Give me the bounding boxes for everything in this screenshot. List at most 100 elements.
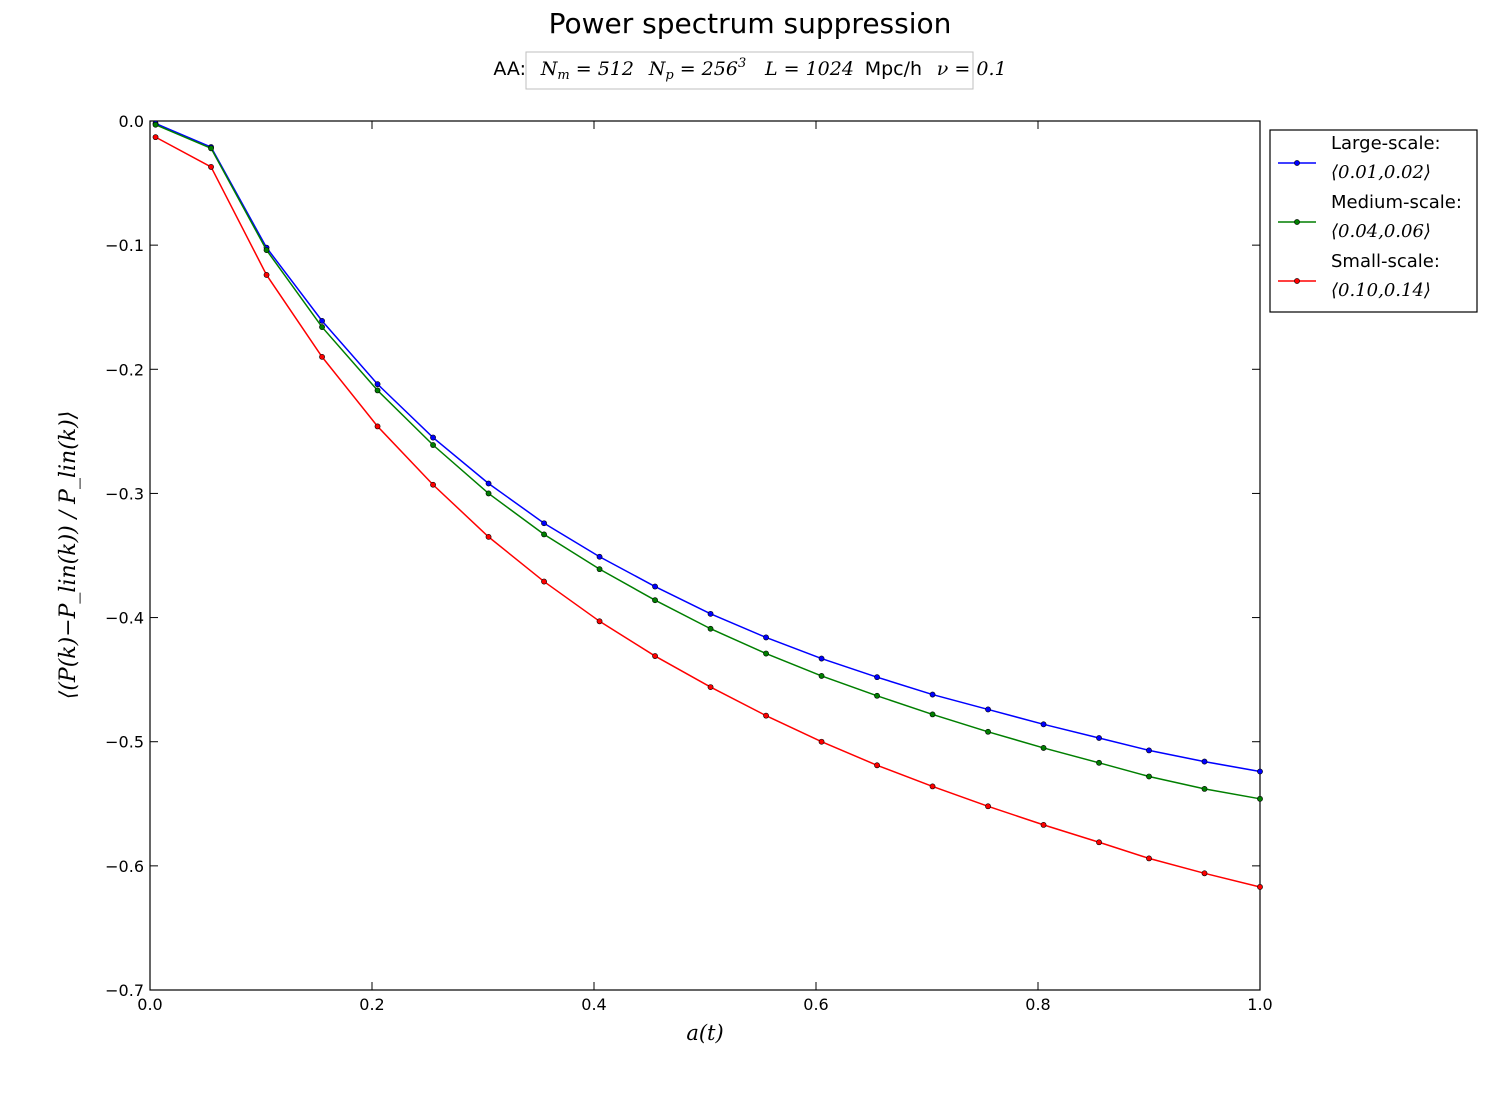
data-point xyxy=(707,625,714,632)
x-tick-label: 0.4 xyxy=(581,995,606,1014)
y-tick-label: −0.6 xyxy=(105,857,144,876)
data-point xyxy=(985,728,991,735)
data-point xyxy=(263,272,270,278)
data-point xyxy=(430,442,436,448)
x-tick-label: 0.0 xyxy=(137,995,162,1014)
legend-range: ⟨0.04,0.06⟩ xyxy=(1331,221,1431,242)
data-point xyxy=(1040,745,1047,751)
data-point xyxy=(929,783,936,790)
data-point xyxy=(319,317,325,324)
data-point xyxy=(1146,747,1152,754)
series-medium-scale xyxy=(152,121,1263,802)
y-tick-label: −0.7 xyxy=(105,981,144,1000)
data-point xyxy=(1201,758,1208,765)
data-point xyxy=(1201,870,1208,877)
data-point xyxy=(985,706,991,713)
subtitle-text: AA: Nm = 512 Np = 2563 L = 1024 Mpc/h ν … xyxy=(493,51,1006,83)
y-tick-label: −0.5 xyxy=(105,733,144,752)
legend-swatch-marker xyxy=(1294,278,1300,284)
data-point xyxy=(541,578,547,585)
series-small-scale xyxy=(152,134,1263,890)
subtitle-nm-value: 512 xyxy=(598,58,634,80)
x-tick-label: 0.6 xyxy=(803,995,828,1014)
data-point xyxy=(1257,795,1263,802)
data-point xyxy=(374,381,381,388)
legend-range: ⟨0.01,0.02⟩ xyxy=(1331,162,1431,183)
legend-item-medium-scale: Medium-scale: ⟨0.04,0.06⟩ xyxy=(1278,192,1462,242)
data-point xyxy=(985,803,991,810)
subtitle-np-exp: 3 xyxy=(738,56,746,71)
data-point xyxy=(652,653,658,659)
y-tick-label: −0.1 xyxy=(105,236,144,255)
data-point xyxy=(874,762,880,769)
data-point xyxy=(485,490,492,497)
subtitle-np-value: 256 xyxy=(701,58,738,80)
data-point xyxy=(263,247,270,254)
legend-swatch-marker xyxy=(1294,160,1300,166)
data-point xyxy=(707,610,714,617)
x-tick-label: 0.2 xyxy=(359,995,384,1014)
axis-ticks: 0.0 0.2 0.4 0.6 0.8 1.0 0.0 −0.1 −0.2 −0.3 −0.4 −0.… xyxy=(105,112,1273,1014)
legend: Large-scale: ⟨0.01,0.02⟩ Medium-scale: ⟨0.0… xyxy=(1269,129,1478,313)
chart-title: Power spectrum suppression xyxy=(549,7,952,40)
plot-frame xyxy=(149,120,1261,991)
legend-item-small-scale: Small-scale: ⟨0.10,0.14⟩ xyxy=(1278,251,1440,301)
data-point xyxy=(374,387,381,394)
data-point xyxy=(652,597,658,604)
data-point xyxy=(1257,884,1263,890)
legend-swatch-marker xyxy=(1294,219,1300,225)
data-point xyxy=(763,650,769,657)
data-point xyxy=(929,711,936,718)
data-point xyxy=(874,674,880,681)
y-tick-label: −0.2 xyxy=(105,360,144,379)
subtitle-l-value: 1024 xyxy=(806,58,854,80)
data-point xyxy=(430,434,436,441)
data-point xyxy=(541,531,547,538)
subtitle-box: AA: Nm = 512 Np = 2563 L = 1024 Mpc/h ν … xyxy=(493,51,1007,90)
legend-range: ⟨0.10,0.14⟩ xyxy=(1331,280,1431,301)
x-tick-label: 1.0 xyxy=(1247,995,1272,1014)
data-point xyxy=(818,655,825,662)
series-line-medium-scale xyxy=(155,124,1261,800)
data-point xyxy=(541,520,547,527)
x-axis-label: a(t) xyxy=(686,1021,723,1045)
legend-item-large-scale: Large-scale: ⟨0.01,0.02⟩ xyxy=(1278,133,1441,183)
data-point xyxy=(874,692,880,699)
data-point xyxy=(1146,773,1152,780)
data-point xyxy=(1040,721,1047,728)
data-point xyxy=(430,481,436,488)
data-point xyxy=(485,480,492,487)
data-point xyxy=(319,353,325,360)
data-point xyxy=(818,738,825,745)
data-point xyxy=(929,691,936,698)
subtitle-l-unit: Mpc/h xyxy=(865,58,922,80)
y-tick-label: −0.4 xyxy=(105,609,144,628)
data-point xyxy=(652,583,658,590)
data-point xyxy=(152,121,159,128)
series-layer xyxy=(152,120,1263,890)
data-point xyxy=(374,423,381,430)
x-tick-label: 0.8 xyxy=(1025,995,1050,1014)
legend-label: Large-scale: xyxy=(1331,133,1441,154)
data-point xyxy=(1040,821,1047,828)
data-point xyxy=(1146,855,1152,862)
data-point xyxy=(1096,735,1102,741)
y-tick-label: 0.0 xyxy=(119,112,144,131)
series-large-scale xyxy=(152,120,1263,775)
data-point xyxy=(1096,759,1102,766)
data-point xyxy=(208,164,214,170)
legend-label: Small-scale: xyxy=(1331,251,1440,272)
data-point xyxy=(818,673,825,679)
subtitle-prefix: AA: xyxy=(493,58,526,80)
data-point xyxy=(596,618,603,625)
data-point xyxy=(763,634,769,641)
data-point xyxy=(707,684,714,690)
data-point xyxy=(763,712,769,719)
legend-label: Medium-scale: xyxy=(1331,192,1462,213)
y-tick-label: −0.3 xyxy=(105,484,144,503)
subtitle-nu-value: 0.1 xyxy=(976,58,1006,80)
data-point xyxy=(1096,839,1102,846)
data-point xyxy=(1257,768,1263,775)
data-point xyxy=(1201,785,1208,792)
